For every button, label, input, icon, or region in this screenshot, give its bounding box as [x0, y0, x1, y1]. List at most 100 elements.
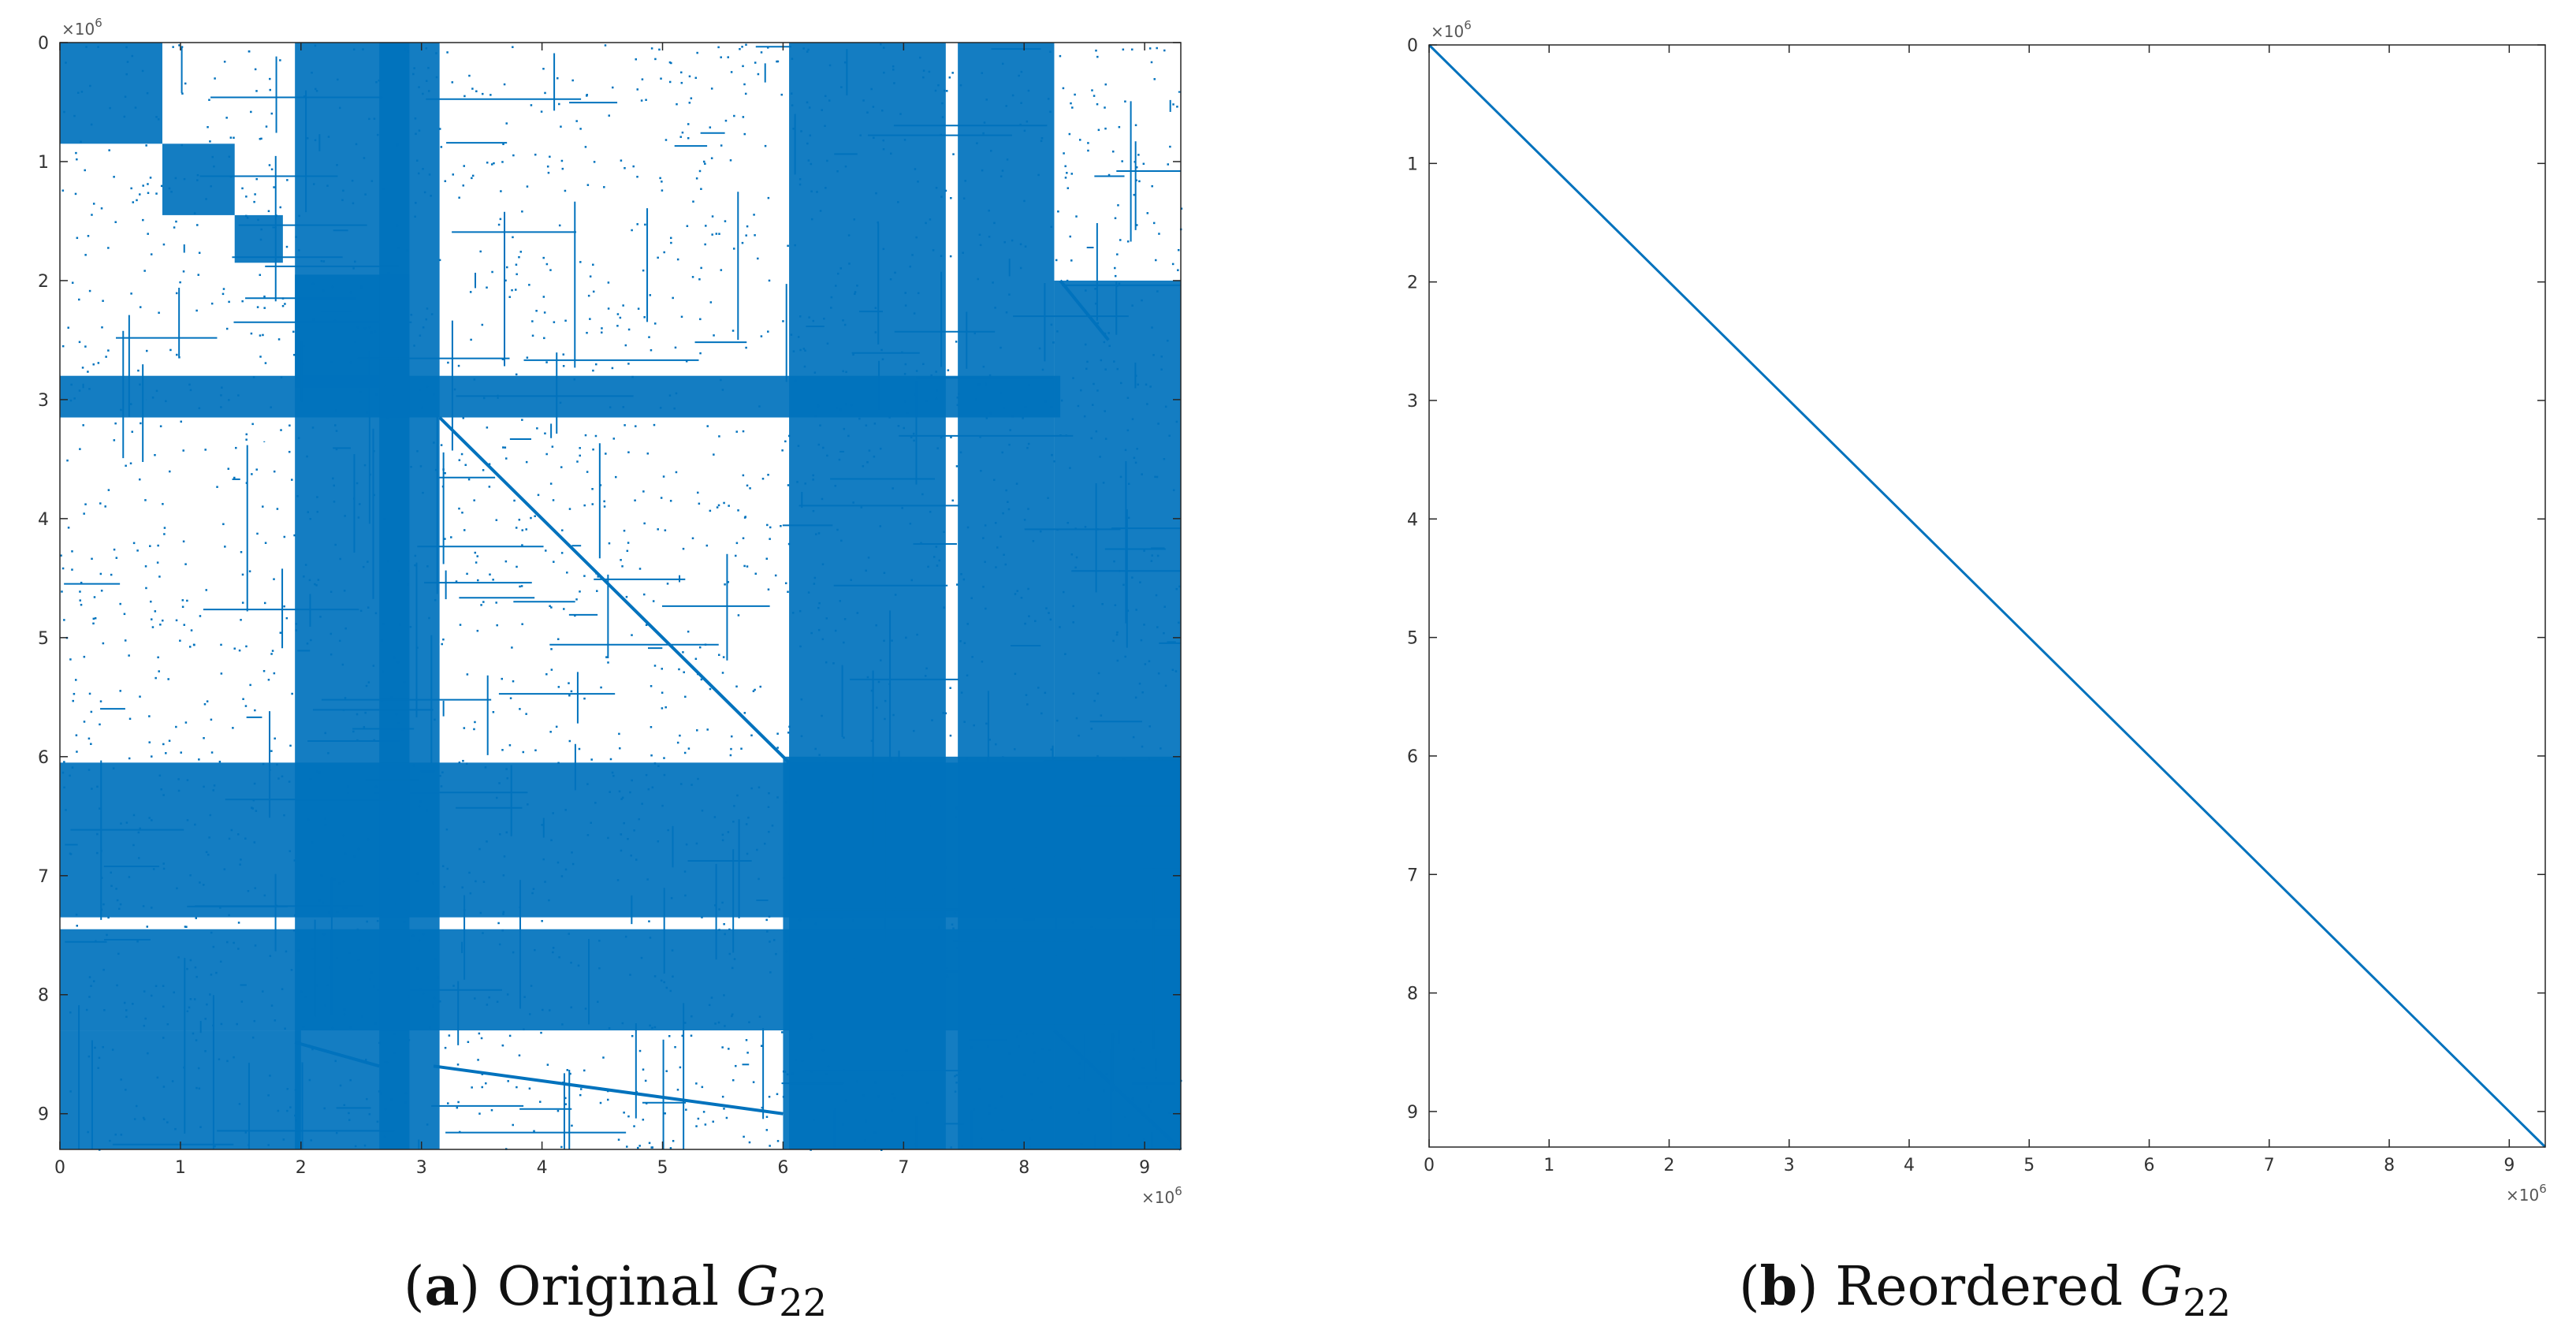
panel-a-nonzero-point — [599, 1101, 602, 1104]
panel-a-nonzero-point — [478, 1032, 481, 1035]
panel-a-nonzero-point — [821, 497, 824, 501]
panel-a-nonzero-point — [184, 82, 187, 85]
panel-a-nonzero-point — [482, 881, 486, 883]
panel-a-nonzero-point — [165, 752, 167, 754]
panel-a-nonzero-point — [746, 565, 749, 568]
panel-a-nonzero-point — [802, 348, 806, 350]
panel-a-diagonal-1 — [294, 1041, 380, 1068]
panel-a-nonzero-point — [949, 255, 952, 258]
panel-a-nonzero-point — [545, 361, 548, 363]
panel-a-nonzero-point — [571, 1124, 573, 1127]
panel-a-nonzero-point — [1134, 124, 1137, 127]
panel-a-nonzero-point — [826, 454, 828, 457]
panel-a-nonzero-point — [1064, 177, 1067, 179]
panel-a-nonzero-point — [1078, 139, 1081, 141]
panel-a-nonzero-point — [873, 1131, 877, 1134]
panel-a-nonzero-point — [690, 1034, 693, 1037]
panel-a-nonzero-point — [880, 972, 883, 974]
panel-a-nonzero-point — [233, 941, 235, 944]
panel-a-nonzero-point — [825, 617, 828, 620]
panel-a-nonzero-point — [687, 123, 690, 125]
panel-a-nonzero-point — [587, 294, 590, 297]
panel-a-nonzero-point — [945, 967, 948, 969]
panel-a-nonzero-point — [653, 322, 657, 325]
panel-a-nonzero-point — [414, 564, 416, 567]
panel-b-x-tick-label: 2 — [1664, 1156, 1675, 1175]
panel-a-nonzero-point — [583, 504, 586, 507]
panel-a-nonzero-point — [817, 443, 821, 446]
panel-a-nonzero-point — [84, 254, 87, 256]
panel-a-nonzero-point — [1070, 259, 1073, 262]
panel-a-nonzero-point — [208, 99, 210, 101]
panel-a-nonzero-point — [544, 91, 546, 95]
panel-a-nonzero-point — [530, 985, 533, 987]
panel-a-nonzero-point — [935, 371, 937, 373]
panel-a-nonzero-point — [1122, 981, 1125, 984]
panel-a-nonzero-point — [267, 1144, 270, 1146]
panel-a-nonzero-point — [1113, 817, 1116, 819]
panel-a-nonzero-point — [827, 1065, 830, 1068]
panel-a-nonzero-point — [1135, 609, 1137, 611]
panel-a-nonzero-point — [627, 1115, 630, 1118]
panel-a-nonzero-point — [63, 786, 65, 789]
panel-a-nonzero-point — [145, 349, 148, 352]
panel-a-nonzero-point — [245, 214, 248, 218]
panel-a-nonzero-point — [131, 430, 134, 433]
panel-a-nonzero-point — [1078, 896, 1080, 899]
panel-a-nonzero-point — [993, 222, 996, 225]
panel-a-nonzero-point — [742, 474, 745, 477]
panel-b-x-tick-label: 6 — [2144, 1156, 2155, 1175]
panel-a-nonzero-point — [825, 187, 827, 189]
panel-a-nonzero-point — [1130, 762, 1132, 765]
panel-a-nonzero-point — [534, 515, 536, 517]
panel-a-nonzero-point — [184, 926, 187, 928]
panel-a-nonzero-point — [486, 840, 488, 843]
panel-a-nonzero-point — [507, 1080, 509, 1082]
panel-a-nonzero-point — [145, 144, 147, 147]
panel-a-nonzero-point — [881, 110, 884, 112]
panel-a-nonzero-point — [99, 723, 101, 726]
panel-a-nonzero-point — [932, 894, 934, 897]
panel-a-nonzero-point — [465, 762, 468, 765]
panel-a-nonzero-point — [262, 505, 264, 508]
panel-a-nonzero-point — [471, 1086, 473, 1089]
panel-a-nonzero-point — [982, 537, 985, 539]
panel-a-nonzero-point — [248, 570, 251, 572]
panel-a-nonzero-point — [67, 326, 69, 329]
panel-a-nonzero-point — [382, 623, 385, 625]
panel-a-nonzero-point — [922, 69, 925, 72]
panel-a-nonzero-point — [91, 557, 93, 561]
panel-a-nonzero-point — [642, 1119, 645, 1121]
panel-a-nonzero-point — [603, 500, 605, 503]
panel-a-nonzero-point — [733, 958, 736, 960]
panel-a-nonzero-point — [146, 91, 149, 95]
panel-b-y-tick-label: 9 — [1407, 1103, 1418, 1123]
panel-a-nonzero-point — [608, 542, 611, 545]
panel-b-x-tick-label: 1 — [1543, 1156, 1554, 1175]
panel-a-nonzero-point — [379, 845, 382, 847]
panel-a-nonzero-point — [823, 318, 825, 320]
panel-a-nonzero-point — [727, 56, 730, 58]
panel-a-nonzero-point — [887, 876, 889, 879]
panel-a-nonzero-point — [1102, 482, 1105, 484]
panel-a-nonzero-point — [948, 76, 951, 79]
panel-a-nonzero-point — [794, 379, 797, 382]
panel-a-nonzero-point — [369, 978, 371, 981]
panel-a-nonzero-point — [373, 117, 376, 120]
panel-a-nonzero-point — [1024, 406, 1027, 408]
panel-a-nonzero-point — [410, 314, 413, 316]
panel-a-nonzero-point — [727, 831, 730, 833]
panel-a-nonzero-point — [705, 544, 709, 547]
panel-a-nonzero-point — [329, 966, 332, 969]
panel-a-nonzero-point — [181, 46, 184, 48]
panel-a-nonzero-point — [724, 583, 726, 586]
panel-a-nonzero-point — [586, 783, 589, 785]
panel-a-nonzero-point — [837, 825, 840, 828]
panel-a-nonzero-point — [568, 933, 570, 935]
panel-a-nonzero-point — [927, 565, 929, 568]
panel-a-nonzero-point — [776, 796, 779, 799]
panel-a-nonzero-point — [743, 564, 746, 568]
panel-a-nonzero-point — [932, 556, 936, 558]
panel-a-nonzero-point — [1156, 892, 1159, 895]
panel-a-nonzero-point — [151, 819, 153, 821]
